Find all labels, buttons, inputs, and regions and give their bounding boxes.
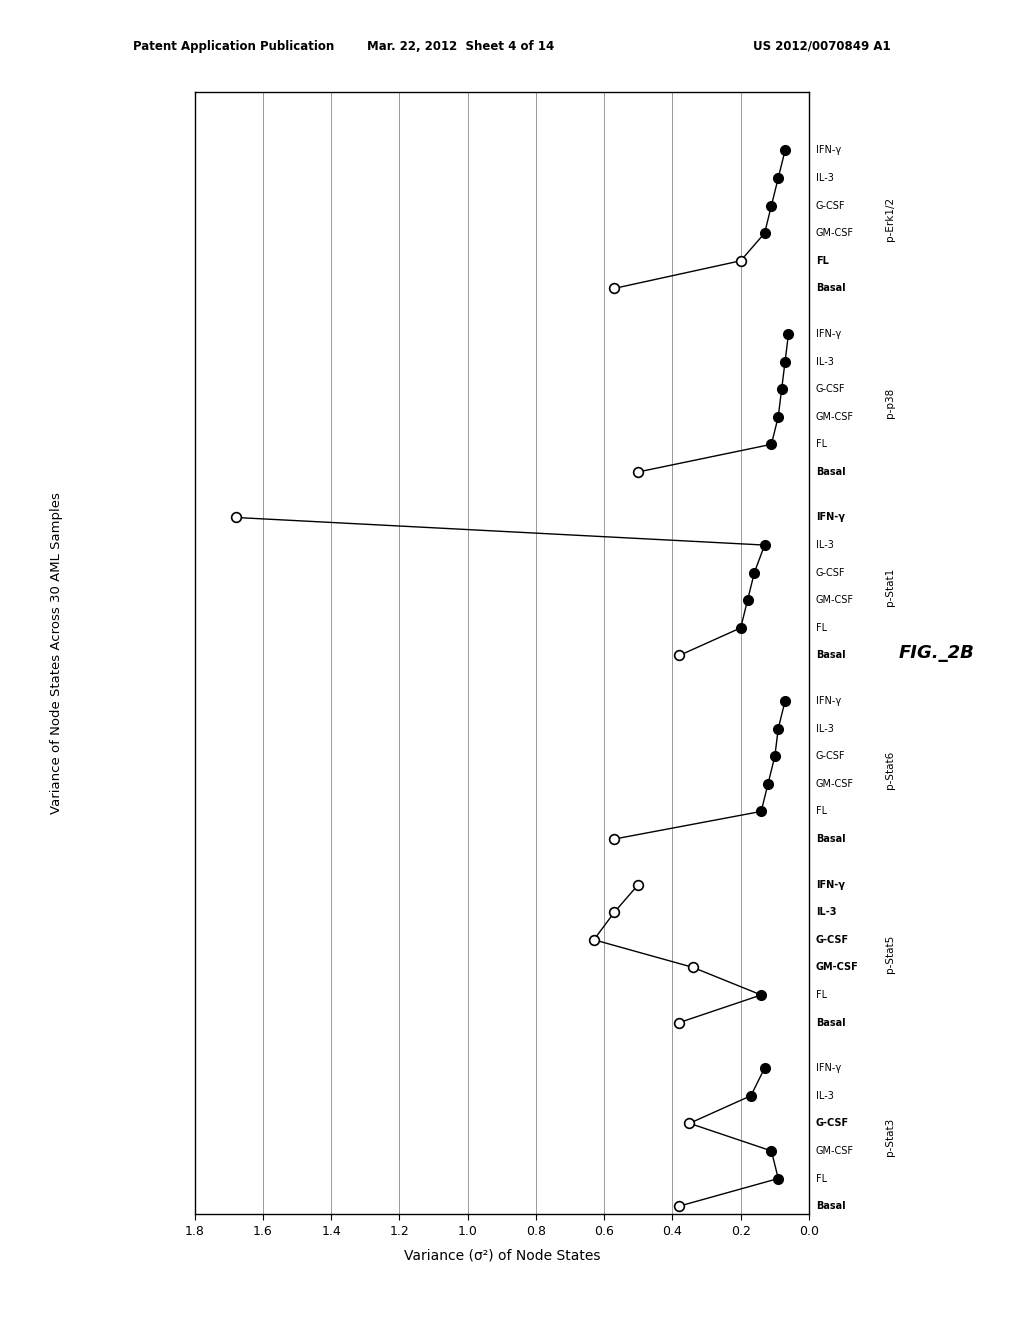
Text: G-CSF: G-CSF (816, 384, 846, 395)
Text: FL: FL (816, 440, 827, 449)
Text: G-CSF: G-CSF (816, 935, 849, 945)
Text: FL: FL (816, 990, 827, 1001)
Text: GM-CSF: GM-CSF (816, 1146, 854, 1156)
Text: p-Erk1/2: p-Erk1/2 (885, 197, 895, 242)
Text: GM-CSF: GM-CSF (816, 779, 854, 789)
Text: G-CSF: G-CSF (816, 1118, 849, 1129)
Text: FL: FL (816, 1173, 827, 1184)
Text: Basal: Basal (816, 1018, 846, 1027)
Text: IL-3: IL-3 (816, 1090, 834, 1101)
Text: IFN-γ: IFN-γ (816, 696, 841, 706)
Text: FIG._2B: FIG._2B (899, 644, 975, 663)
Text: IL-3: IL-3 (816, 173, 834, 183)
Text: US 2012/0070849 A1: US 2012/0070849 A1 (754, 40, 891, 53)
Text: Patent Application Publication: Patent Application Publication (133, 40, 335, 53)
Text: FL: FL (816, 623, 827, 632)
Text: FL: FL (816, 256, 828, 265)
Text: p-Stat5: p-Stat5 (885, 935, 895, 973)
Text: GM-CSF: GM-CSF (816, 962, 859, 973)
Text: p-Stat3: p-Stat3 (885, 1118, 895, 1156)
Text: p-p38: p-p38 (885, 388, 895, 418)
Text: p-Stat1: p-Stat1 (885, 568, 895, 606)
Text: IFN-γ: IFN-γ (816, 145, 841, 156)
Text: GM-CSF: GM-CSF (816, 228, 854, 238)
Text: IL-3: IL-3 (816, 723, 834, 734)
Text: GM-CSF: GM-CSF (816, 412, 854, 421)
Text: IFN-γ: IFN-γ (816, 879, 845, 890)
Text: Mar. 22, 2012  Sheet 4 of 14: Mar. 22, 2012 Sheet 4 of 14 (368, 40, 554, 53)
Text: G-CSF: G-CSF (816, 751, 846, 762)
Text: IFN-γ: IFN-γ (816, 1063, 841, 1073)
Text: G-CSF: G-CSF (816, 201, 846, 211)
X-axis label: Variance (σ²) of Node States: Variance (σ²) of Node States (403, 1249, 600, 1263)
Text: Basal: Basal (816, 834, 846, 843)
Text: Basal: Basal (816, 651, 846, 660)
Text: IL-3: IL-3 (816, 540, 834, 550)
Text: p-Stat6: p-Stat6 (885, 751, 895, 789)
Text: G-CSF: G-CSF (816, 568, 846, 578)
Text: IFN-γ: IFN-γ (816, 512, 845, 523)
Text: IL-3: IL-3 (816, 907, 837, 917)
Text: Basal: Basal (816, 1201, 846, 1212)
Text: IL-3: IL-3 (816, 356, 834, 367)
Text: Basal: Basal (816, 284, 846, 293)
Text: Variance of Node States Across 30 AML Samples: Variance of Node States Across 30 AML Sa… (50, 492, 62, 814)
Text: FL: FL (816, 807, 827, 816)
Text: Basal: Basal (816, 467, 846, 477)
Text: GM-CSF: GM-CSF (816, 595, 854, 606)
Text: IFN-γ: IFN-γ (816, 329, 841, 339)
